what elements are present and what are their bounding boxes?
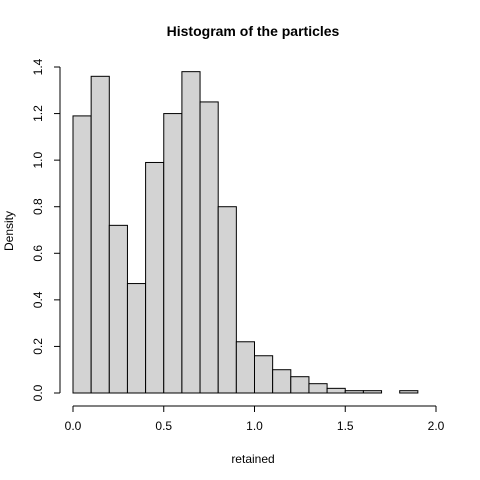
y-axis: 0.0 0.2 0.4 0.6 0.8 1.0 1.2 1.4 [31,58,61,401]
x-tick-label: 1.5 [337,419,354,433]
histogram-bar-9 [235,341,256,394]
y-tick-label: 0.0 [31,384,45,401]
chart-title: Histogram of the particles [167,23,340,39]
bars-group [72,71,419,394]
histogram-bar-12 [290,376,310,394]
y-tick-label: 1.2 [31,105,45,122]
histogram-bar-0 [72,115,92,394]
x-tick-label: 2.0 [428,419,445,433]
x-axis: 0.0 0.5 1.0 1.5 2.0 [65,405,445,433]
histogram-bar-7 [199,101,219,394]
y-tick-label: 0.2 [31,338,45,355]
histogram-bar-11 [272,369,292,394]
histogram-bar-8 [217,206,237,394]
histogram-bar-10 [254,355,274,394]
histogram-bar-15 [344,390,364,394]
histogram-bar-6 [181,71,201,394]
histogram-bar-14 [326,387,346,394]
x-tick-label: 0.5 [155,419,172,433]
x-tick-label: 0.0 [65,419,82,433]
y-tick-label: 1.0 [31,151,45,168]
histogram-bar-5 [163,113,183,394]
y-tick-label: 1.4 [31,58,45,75]
x-axis-label: retained [231,452,274,466]
histogram-bar-1 [90,75,110,394]
histogram-bar-2 [108,224,128,394]
y-tick-label: 0.6 [31,245,45,262]
y-axis-label: Density [2,211,16,251]
histogram-bar-3 [126,283,147,394]
x-tick-label: 1.0 [246,419,263,433]
y-tick-label: 0.4 [31,291,45,308]
y-tick-label: 0.8 [31,198,45,215]
histogram-bar-18 [399,390,419,394]
histogram-bar-4 [145,161,165,394]
histogram-bar-13 [308,383,328,394]
histogram-bar-16 [362,390,383,394]
